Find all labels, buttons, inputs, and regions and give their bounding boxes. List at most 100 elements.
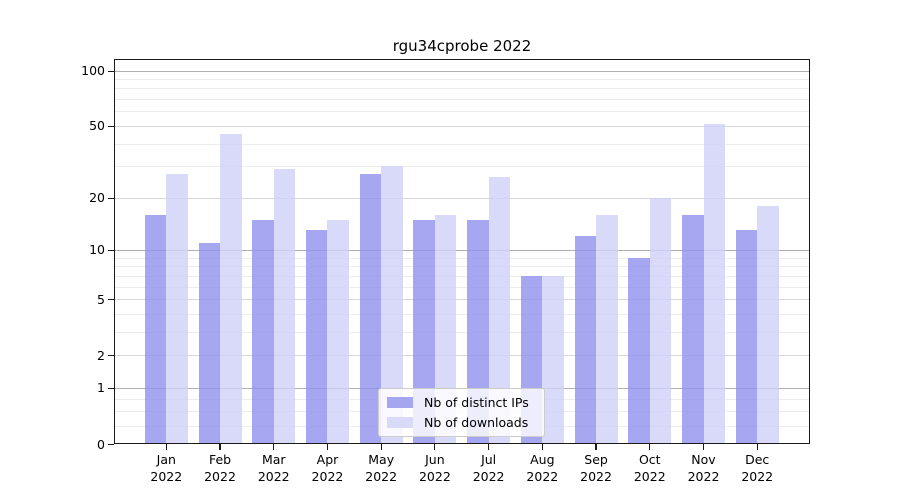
bar-sep-distinct-ips (574, 236, 597, 444)
y-tick-100 (108, 70, 114, 72)
bar-apr-distinct-ips (305, 230, 328, 444)
gridline-minor (115, 275, 809, 277)
gridline-100 (115, 70, 809, 72)
bar-jan-distinct-ips (144, 214, 167, 444)
x-tick-label-jun: Jun 2022 (403, 452, 467, 485)
x-tick-label-sep: Sep 2022 (564, 452, 628, 485)
x-tick-label-aug: Aug 2022 (510, 452, 574, 485)
x-tick-year: 2022 (418, 468, 451, 484)
bar-jun-distinct-ips (413, 219, 435, 444)
x-tick-label-jul: Jul 2022 (457, 452, 521, 485)
bar-jun-downloads (434, 214, 457, 444)
x-tick-year: 2022 (687, 468, 720, 484)
bar-oct-downloads (649, 197, 672, 444)
bar-nov-distinct-ips (682, 214, 704, 444)
x-tick-month: Dec (745, 452, 770, 467)
y-tick-label-100: 100 (81, 63, 105, 79)
x-tick-label-apr: Apr 2022 (295, 452, 359, 485)
legend-item-distinct-ips: Nb of distinct IPs (387, 395, 544, 410)
gridline-minor (115, 166, 809, 168)
gridline-2 (115, 355, 809, 357)
x-tick-label-dec: Dec 2022 (725, 452, 789, 485)
gridline-minor (115, 286, 809, 288)
legend-label-downloads: Nb of downloads (424, 415, 529, 430)
bar-jul-downloads (488, 177, 511, 444)
gridline-minor (115, 257, 809, 259)
bar-jul-distinct-ips (467, 219, 489, 444)
bar-nov-downloads (703, 124, 725, 444)
x-tick-year: 2022 (365, 468, 398, 484)
x-tick-label-feb: Feb 2022 (188, 452, 252, 485)
x-tick-jun (434, 444, 436, 450)
gridline-minor (115, 79, 809, 81)
gridline-minor (115, 266, 809, 268)
bar-may-distinct-ips (359, 174, 382, 444)
x-tick-month: Apr (316, 452, 339, 467)
y-tick-label-2: 2 (97, 347, 105, 363)
x-tick-label-mar: Mar 2022 (242, 452, 306, 485)
bar-may-downloads (381, 166, 403, 444)
y-tick-label-50: 50 (89, 118, 105, 134)
gridline-minor (115, 313, 809, 315)
bar-dec-downloads (757, 205, 779, 444)
x-tick-jul (488, 444, 490, 450)
x-tick-month: Oct (638, 452, 661, 467)
gridline-minor (115, 88, 809, 90)
gridline-minor (115, 111, 809, 113)
x-tick-apr (326, 444, 329, 450)
x-tick-label-nov: Nov 2022 (672, 452, 736, 485)
bar-mar-distinct-ips (252, 219, 274, 444)
y-tick-label-10: 10 (89, 242, 105, 258)
chart-title: rgu34cprobe 2022 (392, 37, 532, 55)
x-tick-year: 2022 (526, 468, 559, 484)
bar-sep-downloads (596, 214, 618, 444)
legend: Nb of distinct IPs Nb of downloads (378, 388, 545, 437)
x-tick-month: Feb (208, 452, 232, 467)
x-tick-mar (273, 444, 275, 450)
bar-oct-distinct-ips (628, 257, 650, 444)
x-tick-may (380, 444, 382, 450)
x-tick-year: 2022 (204, 468, 236, 484)
bar-apr-downloads (327, 219, 349, 444)
x-tick-month: Mar (261, 452, 286, 467)
x-tick-label-oct: Oct 2022 (618, 452, 682, 485)
x-tick-year: 2022 (257, 468, 290, 484)
legend-swatch-downloads (387, 417, 413, 428)
x-tick-jan (165, 444, 167, 450)
x-tick-month: Aug (530, 452, 555, 467)
bar-jan-downloads (166, 174, 188, 444)
x-tick-dec (756, 444, 758, 450)
gridline-minor (115, 99, 809, 101)
y-tick-5 (108, 299, 114, 301)
x-tick-year: 2022 (741, 468, 774, 484)
x-tick-aug (541, 444, 543, 450)
gridline-minor (115, 143, 809, 145)
gridline-10 (115, 249, 809, 251)
gridline-5 (115, 299, 809, 301)
gridline-20 (115, 197, 809, 199)
bar-dec-distinct-ips (735, 230, 758, 444)
x-tick-month: Nov (691, 452, 716, 467)
bar-feb-distinct-ips (198, 242, 221, 444)
x-tick-feb (219, 444, 221, 450)
x-tick-oct (649, 444, 651, 450)
x-tick-year: 2022 (311, 468, 344, 484)
y-tick-1 (108, 387, 114, 390)
plot-border (114, 59, 810, 444)
bar-feb-downloads (220, 134, 242, 444)
bar-aug-downloads (542, 275, 564, 444)
x-tick-year: 2022 (472, 468, 505, 484)
x-tick-year: 2022 (150, 468, 183, 484)
bar-mar-downloads (273, 168, 296, 444)
x-tick-nov (702, 444, 705, 450)
x-tick-month: Jul (481, 452, 497, 467)
x-tick-label-jan: Jan 2022 (134, 452, 198, 485)
x-tick-month: Sep (584, 452, 608, 467)
x-tick-year: 2022 (580, 468, 612, 484)
y-tick-label-20: 20 (89, 190, 105, 206)
y-tick-label-5: 5 (97, 291, 105, 307)
gridline-50 (115, 125, 809, 127)
x-tick-month: Jan (156, 452, 176, 467)
legend-item-downloads: Nb of downloads (387, 415, 544, 430)
